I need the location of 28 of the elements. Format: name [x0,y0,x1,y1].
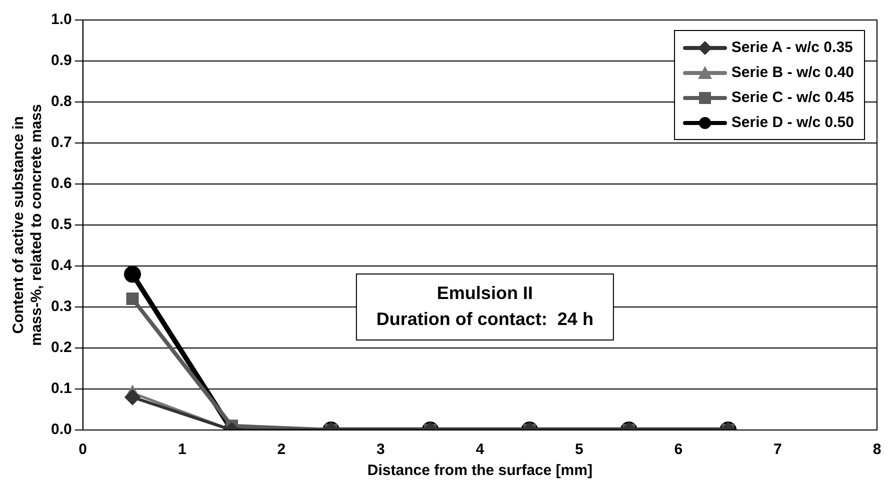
y-tick-label: 0.2 [50,339,72,356]
x-tick-label: 3 [376,441,385,458]
x-tick-label: 1 [178,441,186,458]
y-tick-label: 0.3 [50,298,72,316]
legend-label: Serie D - w/c 0.50 [731,114,854,131]
legend-label: Serie C - w/c 0.45 [731,89,854,106]
x-tick-label: 5 [575,441,584,458]
y-tick-label: 0.9 [50,52,72,70]
x-tick-label: 8 [872,441,882,458]
y-tick-label: 0.5 [50,216,72,234]
y-axis-title: Content of active substance in mass-%, related to concrete mass [10,104,46,346]
x-axis-title: Distance from the surface [mm] [367,462,592,480]
legend-label: Serie A - w/c 0.35 [731,39,853,56]
x-tick-label: 6 [674,441,683,458]
y-tick-label: 1.0 [50,11,72,28]
x-tick-label: 7 [774,441,782,458]
y-tick-label: 0.8 [50,93,72,110]
y-tick-label: 0.4 [50,257,72,274]
x-tick-label: 2 [277,441,286,458]
x-tick-label: 0 [78,441,88,458]
annotation: Duration of contact: 24 h [376,308,594,329]
y-tick-label: 0.6 [50,175,72,192]
annotation: Emulsion II [436,282,533,303]
y-tick-label: 0.1 [50,380,72,398]
y-tick-label: 0.7 [50,134,72,152]
legend-label: Serie B - w/c 0.40 [731,64,854,81]
x-tick-label: 4 [476,441,485,458]
y-tick-label: 0.0 [50,421,72,438]
